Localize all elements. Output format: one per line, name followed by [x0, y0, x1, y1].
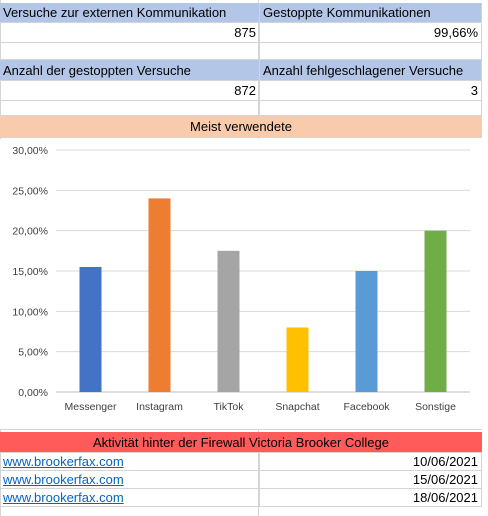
x-tick-label: Instagram	[136, 401, 183, 413]
firewall-date[interactable]: 15/06/2021	[260, 471, 482, 489]
bar-snapchat[interactable]	[286, 327, 309, 392]
empty-cell[interactable]	[260, 101, 482, 116]
y-tick-label: 10,00%	[12, 306, 48, 318]
bar-instagram[interactable]	[148, 198, 171, 392]
bar-tiktok[interactable]	[217, 250, 240, 392]
firewall-url-link[interactable]: www.brookerfax.com	[3, 472, 124, 487]
kpi2-label-b[interactable]: Anzahl fehlgeschlagener Versuche	[260, 60, 482, 81]
kpi2-value-a[interactable]: 872	[0, 81, 260, 101]
kpi1-value-row: 875 99,66%	[0, 23, 482, 43]
empty-row	[0, 43, 482, 60]
kpi2-value-b[interactable]: 3	[260, 81, 482, 101]
firewall-url-cell[interactable]: www.brookerfax.com	[0, 453, 260, 471]
y-tick-label: 0,00%	[18, 387, 48, 399]
firewall-date[interactable]: 18/06/2021	[260, 489, 482, 507]
bar-facebook[interactable]	[355, 271, 378, 392]
empty-cell[interactable]	[260, 43, 482, 60]
firewall-date[interactable]: 10/06/2021	[260, 453, 482, 471]
firewall-row: www.brookerfax.com 15/06/2021	[0, 471, 482, 489]
chart-header[interactable]: Meist verwendete	[0, 116, 482, 138]
bar-chart[interactable]: 0,00% 5,00% 10,00% 15,00% 20,00% 25,00% 30,00%…	[0, 139, 482, 430]
x-tick-label: Snapchat	[275, 401, 319, 413]
kpi1-label-a[interactable]: Versuche zur externen Kommunikation	[0, 3, 260, 23]
x-tick-label: Sonstige	[415, 401, 456, 413]
y-tick-label: 5,00%	[18, 347, 48, 359]
empty-row	[0, 101, 482, 116]
bar-sonstige[interactable]	[424, 230, 447, 392]
y-tick-label: 25,00%	[12, 185, 48, 197]
kpi1-label-b[interactable]: Gestoppte Kommunikationen	[260, 3, 482, 23]
kpi2-value-row: 872 3	[0, 81, 482, 101]
firewall-title[interactable]: Aktivität hinter der Firewall Victoria B…	[0, 432, 482, 453]
bar-messenger[interactable]	[79, 266, 102, 392]
firewall-url-link[interactable]: www.brookerfax.com	[3, 490, 124, 505]
empty-cell[interactable]	[0, 101, 260, 116]
empty-cell[interactable]	[0, 43, 260, 60]
kpi1-value-a[interactable]: 875	[0, 23, 260, 43]
firewall-row: www.brookerfax.com 10/06/2021	[0, 453, 482, 471]
y-tick-label: 15,00%	[12, 266, 48, 278]
firewall-row: www.brookerfax.com 18/06/2021	[0, 489, 482, 507]
kpi1-value-b[interactable]: 99,66%	[260, 23, 482, 43]
firewall-url-cell[interactable]: www.brookerfax.com	[0, 489, 260, 507]
x-tick-label: Messenger	[65, 401, 117, 413]
y-tick-label: 20,00%	[12, 226, 48, 238]
x-tick-label: Facebook	[343, 401, 390, 413]
firewall-url-link[interactable]: www.brookerfax.com	[3, 454, 124, 469]
y-tick-label: 30,00%	[12, 145, 48, 157]
firewall-url-cell[interactable]: www.brookerfax.com	[0, 471, 260, 489]
kpi2-header-row: Anzahl der gestoppten Versuche Anzahl fe…	[0, 60, 482, 81]
kpi1-header-row: Versuche zur externen Kommunikation Gest…	[0, 3, 482, 23]
kpi2-label-a[interactable]: Anzahl der gestoppten Versuche	[0, 60, 260, 81]
x-tick-label: TikTok	[214, 401, 245, 413]
